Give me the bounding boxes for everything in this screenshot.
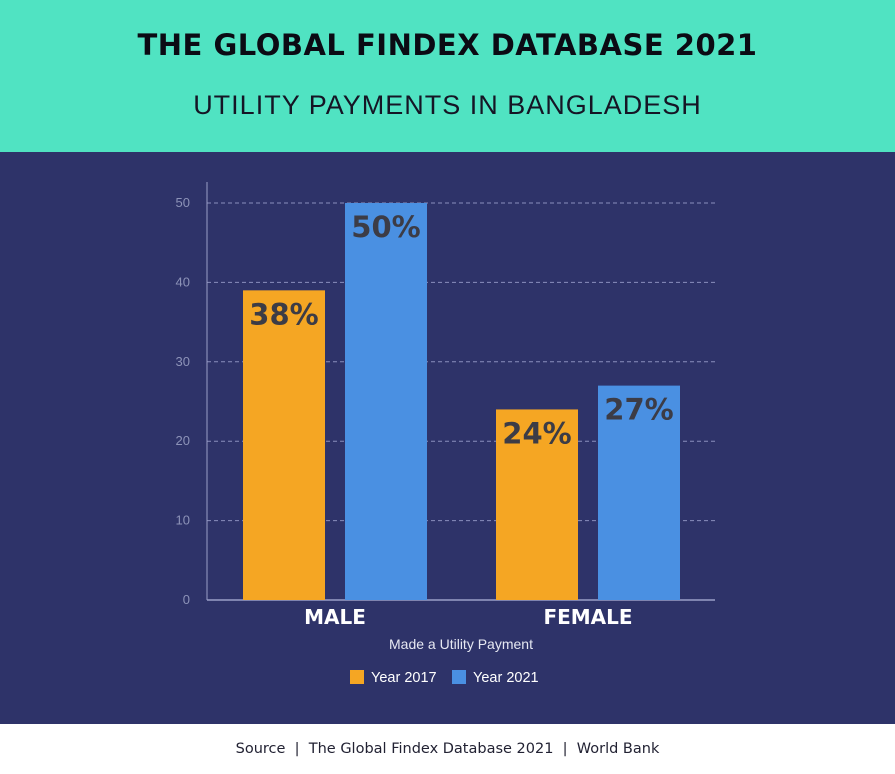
y-tick-label: 50 xyxy=(176,195,190,210)
data-label: 24% xyxy=(502,416,571,450)
legend-label: Year 2017 xyxy=(371,670,437,686)
bar-female-year-2017 xyxy=(496,409,578,600)
data-label: 50% xyxy=(351,210,420,244)
bar-male-year-2017 xyxy=(243,290,325,600)
y-tick-label: 40 xyxy=(176,274,190,289)
data-label: 38% xyxy=(249,297,318,331)
y-tick-label: 30 xyxy=(176,354,190,369)
category-label-male: MALE xyxy=(304,605,366,629)
y-tick-label: 0 xyxy=(183,592,190,607)
legend-swatch xyxy=(452,670,466,684)
header-banner: THE GLOBAL FINDEX DATABASE 2021 UTILITY … xyxy=(0,0,895,152)
legend-swatch xyxy=(350,670,364,684)
x-axis-label: Made a Utility Payment xyxy=(389,636,533,652)
data-label: 27% xyxy=(604,393,673,427)
source-footer: Source | The Global Findex Database 2021… xyxy=(0,724,895,769)
bar-female-year-2021 xyxy=(598,385,680,600)
chart-panel xyxy=(0,152,895,724)
legend-label: Year 2021 xyxy=(473,670,539,686)
y-tick-label: 10 xyxy=(176,513,190,528)
bar-chart: 0 10 20 30 40 50 38% 50% MALE 24% 27% FEMALE Made a… xyxy=(176,182,715,686)
bar-male-year-2021 xyxy=(345,203,427,600)
chart-subtitle: UTILITY PAYMENTS IN BANGLADESH xyxy=(193,90,702,120)
y-tick-label: 20 xyxy=(176,433,190,448)
chart-title: THE GLOBAL FINDEX DATABASE 2021 xyxy=(137,28,758,62)
category-label-female: FEMALE xyxy=(543,605,632,629)
